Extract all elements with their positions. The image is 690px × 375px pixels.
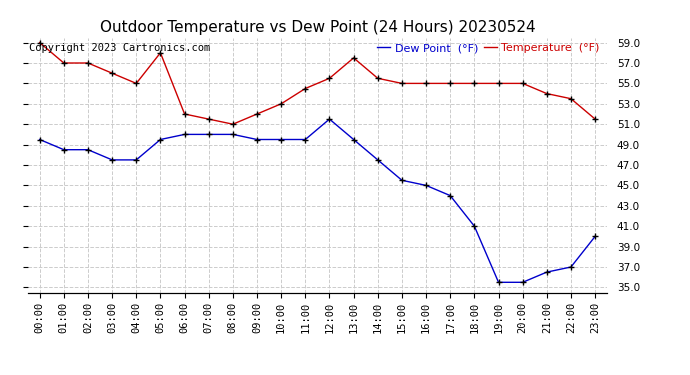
Legend: Dew Point  (°F), Temperature  (°F): Dew Point (°F), Temperature (°F)	[373, 39, 604, 58]
Text: Copyright 2023 Cartronics.com: Copyright 2023 Cartronics.com	[29, 43, 210, 52]
Title: Outdoor Temperature vs Dew Point (24 Hours) 20230524: Outdoor Temperature vs Dew Point (24 Hou…	[99, 20, 535, 35]
